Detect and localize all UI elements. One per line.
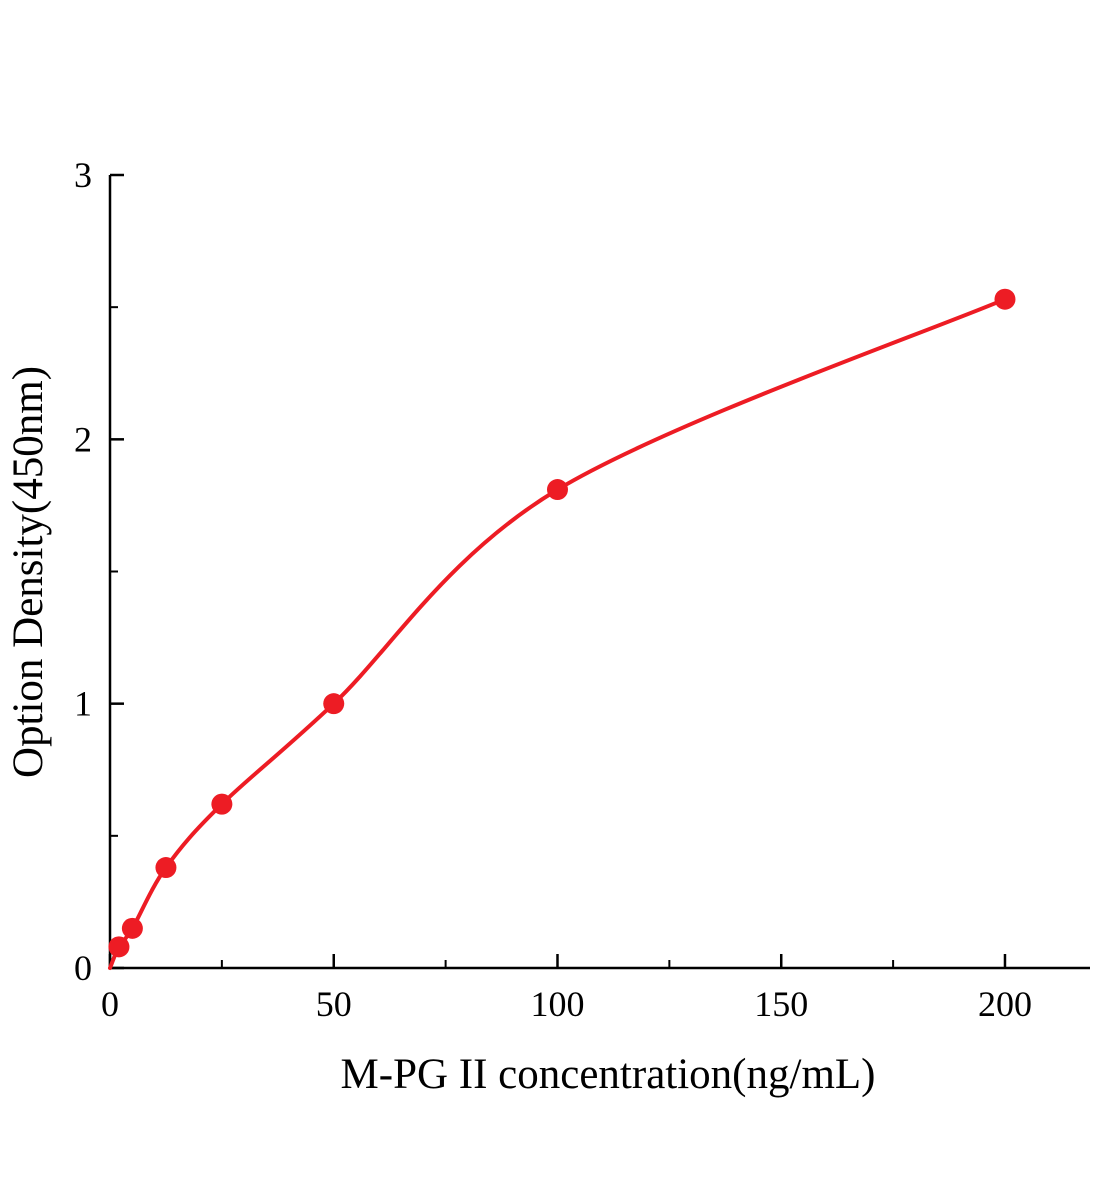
x-tick-label: 200: [978, 984, 1032, 1024]
minor-tick-marks: [110, 306, 895, 968]
y-tick-label: 2: [74, 419, 92, 459]
axes: [108, 175, 1090, 970]
x-tick-label: 0: [101, 984, 119, 1024]
y-tick-label: 3: [74, 155, 92, 195]
y-tick-label: 1: [74, 684, 92, 724]
y-axis-title: Option Density(450nm): [5, 366, 52, 778]
x-axis-title: M-PG II concentration(ng/mL): [341, 1051, 876, 1098]
data-point: [121, 917, 143, 939]
fit-curve: [108, 297, 1007, 970]
data-point: [546, 479, 568, 501]
major-tick-marks: [108, 173, 1007, 970]
data-points: [108, 288, 1016, 958]
data-point: [108, 936, 130, 958]
tick-labels: 0 50 100 150 200 0 1 2 3: [74, 155, 1032, 1024]
x-tick-label: 100: [530, 984, 584, 1024]
data-point: [994, 288, 1016, 310]
data-point: [155, 857, 177, 879]
x-tick-label: 150: [754, 984, 808, 1024]
x-tick-label: 50: [316, 984, 352, 1024]
data-point: [211, 793, 233, 815]
data-point: [323, 693, 345, 715]
y-tick-label: 0: [74, 948, 92, 988]
